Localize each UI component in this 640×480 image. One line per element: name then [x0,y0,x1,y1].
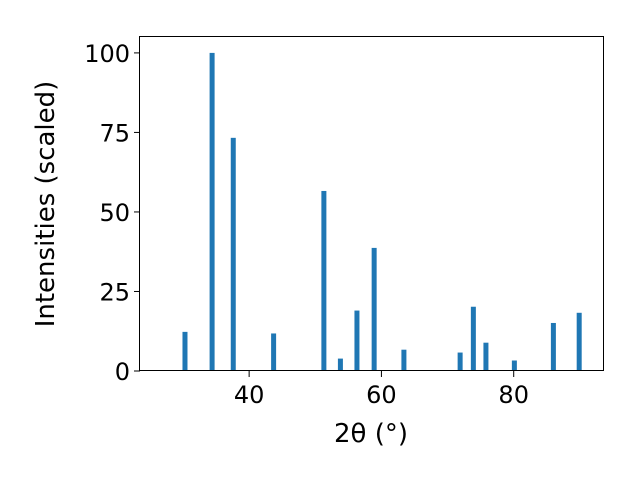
bar [550,322,556,371]
x-tick-label: 60 [366,381,397,409]
bar [576,312,582,371]
bar [337,358,343,371]
y-tick-label: 75 [99,119,130,147]
x-tick-label: 40 [234,381,265,409]
bar [354,310,360,371]
bar [271,333,277,371]
bar [321,190,327,371]
y-tick-label: 25 [99,278,130,306]
y-tick-label: 100 [84,40,130,68]
y-axis-label: Intensities (scaled) [31,81,61,328]
bar [457,352,463,371]
bar [230,137,236,371]
x-axis-label: 2θ (°) [334,419,408,449]
y-axis-ticks: 0 25 50 75 100 [84,40,140,386]
bar [209,52,215,372]
plot-frame [139,36,604,371]
y-tick-label: 0 [115,358,130,386]
bar [182,331,188,371]
x-tick-label: 80 [498,381,529,409]
bars-group [154,52,582,372]
bar [401,349,407,371]
bar [511,360,517,371]
bar [371,247,377,371]
x-axis-ticks: 40 60 80 [234,371,529,409]
bar [470,306,476,371]
y-tick-label: 50 [99,199,130,227]
bar [483,342,489,371]
